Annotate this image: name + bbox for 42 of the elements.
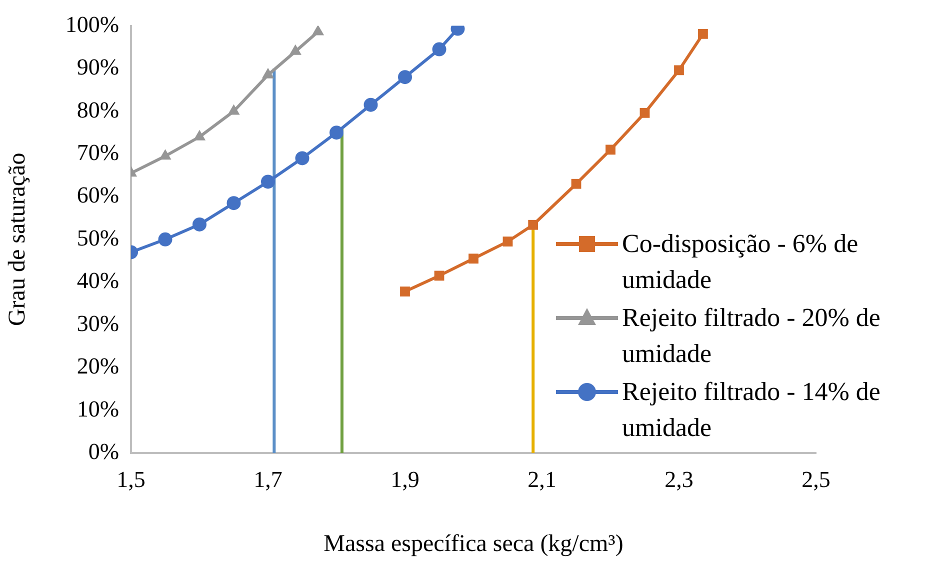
y-tick-label: 100%: [65, 12, 119, 37]
point: [606, 144, 616, 155]
y-tick-label: 60%: [76, 182, 119, 208]
legend-label: Rejeito filtrado - 14% de umidade: [622, 376, 882, 444]
point: [434, 270, 444, 281]
y-axis-title: Grau de saturação: [4, 152, 31, 326]
x-tick-label: 2,5: [802, 466, 830, 492]
point: [312, 26, 324, 36]
x-tick-label: 1,7: [254, 466, 282, 492]
point: [698, 28, 708, 39]
point: [502, 236, 513, 246]
x-tick-label: 1,5: [116, 466, 146, 492]
point: [226, 196, 241, 210]
point: [192, 217, 206, 232]
point: [640, 108, 650, 118]
point: [158, 232, 172, 246]
point: [528, 220, 538, 230]
y-tick-label: 40%: [76, 268, 119, 294]
y-tick-label: 0%: [88, 439, 119, 464]
point: [364, 98, 378, 112]
point: [261, 174, 275, 189]
y-tick-label: 70%: [76, 140, 119, 166]
point: [400, 286, 410, 296]
y-tick-label: 20%: [76, 354, 119, 379]
y-tick-label: 80%: [76, 97, 119, 122]
y-tick-label: 30%: [76, 310, 119, 336]
point: [295, 151, 310, 166]
legend-label: Co-disposição - 6% de umidade: [622, 228, 860, 296]
point: [398, 70, 412, 84]
y-tick-label: 90%: [76, 54, 119, 80]
point: [432, 42, 446, 56]
point: [674, 65, 684, 76]
x-tick-label: 2,1: [528, 466, 556, 492]
y-tick-label: 10%: [76, 396, 119, 422]
x-axis-title: Massa específica seca (kg/cm³): [324, 530, 624, 557]
point: [571, 178, 582, 189]
y-tick-label: 50%: [76, 225, 119, 250]
point: [330, 126, 344, 140]
x-tick-label: 2,3: [664, 466, 694, 492]
point: [468, 254, 478, 264]
legend-label: Rejeito filtrado - 20% de umidade: [622, 302, 882, 370]
x-tick-label: 1,9: [390, 466, 420, 492]
